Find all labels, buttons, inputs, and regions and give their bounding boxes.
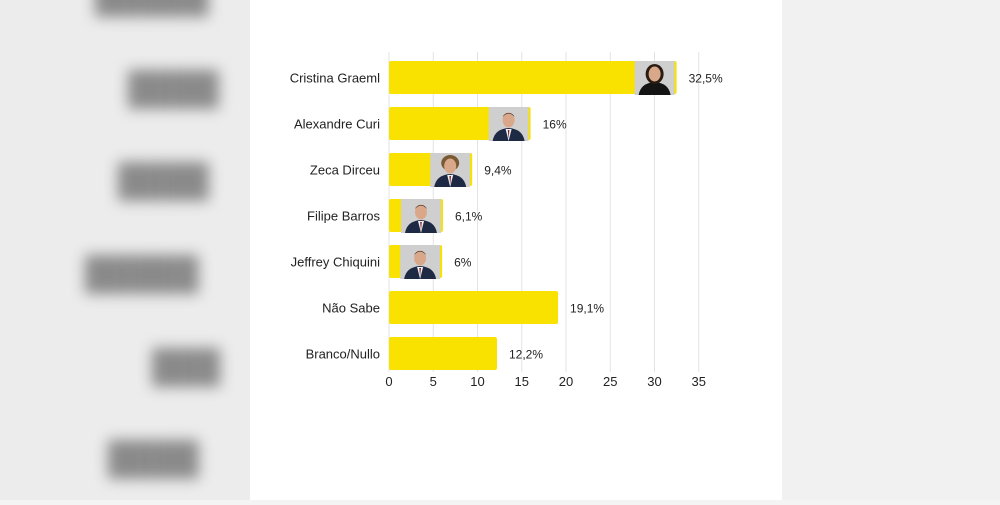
- photo-tie: [420, 222, 422, 231]
- photo-face: [444, 158, 457, 174]
- photo-hair: [414, 251, 427, 255]
- data-label: 32,5%: [689, 72, 723, 86]
- blurred-background-left: █████ ████ ████ █████ ███ ████: [0, 0, 250, 500]
- photo-tie: [449, 176, 451, 185]
- candidate-photo: [400, 245, 441, 279]
- x-tick-label: 25: [603, 374, 617, 389]
- x-tick-label: 35: [692, 374, 706, 389]
- x-tick-label: 30: [647, 374, 661, 389]
- x-tick-label: 15: [515, 374, 529, 389]
- category-label: Filipe Barros: [307, 209, 380, 224]
- candidate-photo: [488, 107, 529, 141]
- photo-hair: [414, 205, 427, 209]
- data-label: 9,4%: [484, 164, 512, 178]
- category-label: Branco/Nullo: [306, 347, 380, 362]
- candidate-photo: [400, 199, 441, 233]
- data-label: 6%: [454, 256, 472, 270]
- chart-panel: Cristina Graeml 32,5% Alexandre Curi 16% Zec…: [250, 0, 782, 500]
- data-label: 19,1%: [570, 302, 604, 316]
- photo-hair: [502, 113, 515, 117]
- category-label: Jeffrey Chiquini: [291, 255, 380, 270]
- photo-face: [648, 66, 661, 82]
- bar: [389, 61, 677, 94]
- data-label: 16%: [543, 118, 567, 132]
- x-tick-label: 20: [559, 374, 573, 389]
- x-tick-label: 5: [430, 374, 437, 389]
- category-label: Cristina Graeml: [290, 71, 380, 86]
- bar: [389, 291, 559, 324]
- data-label: 12,2%: [509, 348, 543, 362]
- photo-tie: [419, 268, 421, 277]
- category-label: Zeca Dirceu: [310, 163, 380, 178]
- data-label: 6,1%: [455, 210, 483, 224]
- photo-face: [502, 112, 515, 128]
- blurred-background-right: [782, 0, 1000, 500]
- x-tick-label: 10: [470, 374, 484, 389]
- candidate-photo: [430, 153, 471, 187]
- bar: [389, 337, 497, 370]
- photo-face: [414, 204, 427, 220]
- photo-face: [414, 250, 427, 266]
- x-tick-label: 0: [385, 374, 392, 389]
- bar-chart: Cristina Graeml 32,5% Alexandre Curi 16% Zec…: [290, 52, 723, 389]
- photo-body: [638, 82, 671, 95]
- photo-tie: [507, 130, 510, 139]
- candidate-photo: [634, 61, 675, 95]
- category-label: Alexandre Curi: [294, 117, 380, 132]
- category-label: Não Sabe: [322, 301, 380, 316]
